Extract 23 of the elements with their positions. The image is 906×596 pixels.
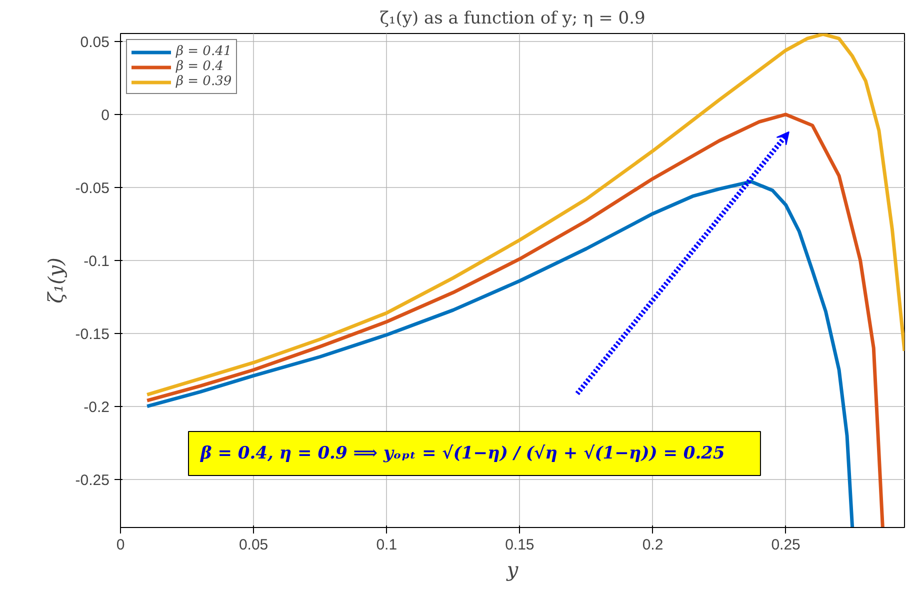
x-tick-label: 0.05 <box>238 536 268 554</box>
chart-title: ζ₁(y) as a function of y; η = 0.9 <box>380 8 646 28</box>
annotation: β = 0.4, η = 0.9 ⟹ yₒₚₜ = √(1−η) / (√η + √(1−η)) = 0.25 <box>200 444 725 464</box>
line-series <box>145 180 854 528</box>
y-tick-label: -0.25 <box>75 472 110 489</box>
y-tick-label: 0.05 <box>80 34 110 52</box>
legend-label: β = 0.4 <box>176 59 224 74</box>
line-series <box>145 112 884 528</box>
line-series <box>145 34 904 396</box>
y-tick-label: -0.15 <box>75 326 110 343</box>
x-tick-label: 0.15 <box>505 536 534 554</box>
legend-label: β = 0.41 <box>176 44 232 59</box>
x-axis-title: y <box>506 558 519 582</box>
y-tick-label: -0.1 <box>84 252 110 270</box>
y-tick-label: 0 <box>101 106 110 124</box>
legend-label: β = 0.39 <box>176 74 232 89</box>
x-tick-label: 0.2 <box>642 536 664 554</box>
y-tick-label: -0.2 <box>84 398 110 416</box>
y-axis-title: ζ₁(y) <box>43 258 68 304</box>
x-tick-label: 0.1 <box>376 536 398 554</box>
x-tick-label: 0 <box>116 536 125 554</box>
x-tick-label: 0.25 <box>771 536 800 554</box>
y-tick-label: -0.05 <box>75 180 110 197</box>
